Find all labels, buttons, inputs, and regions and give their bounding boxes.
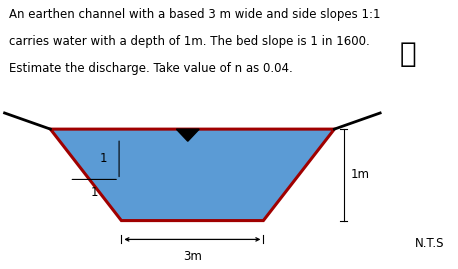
Text: Estimate the discharge. Take value of n as 0.04.: Estimate the discharge. Take value of n … <box>9 62 293 75</box>
Text: 🌳: 🌳 <box>399 40 416 68</box>
Text: 1: 1 <box>100 152 108 165</box>
Text: N.T.S: N.T.S <box>415 237 444 250</box>
Polygon shape <box>176 129 199 141</box>
Text: carries water with a depth of 1m. The bed slope is 1 in 1600.: carries water with a depth of 1m. The be… <box>9 35 370 48</box>
Text: 1m: 1m <box>350 168 369 181</box>
Polygon shape <box>50 129 334 221</box>
Text: An earthen channel with a based 3 m wide and side slopes 1:1: An earthen channel with a based 3 m wide… <box>9 8 381 21</box>
Text: 3m: 3m <box>183 250 202 263</box>
Text: 1: 1 <box>91 186 98 199</box>
